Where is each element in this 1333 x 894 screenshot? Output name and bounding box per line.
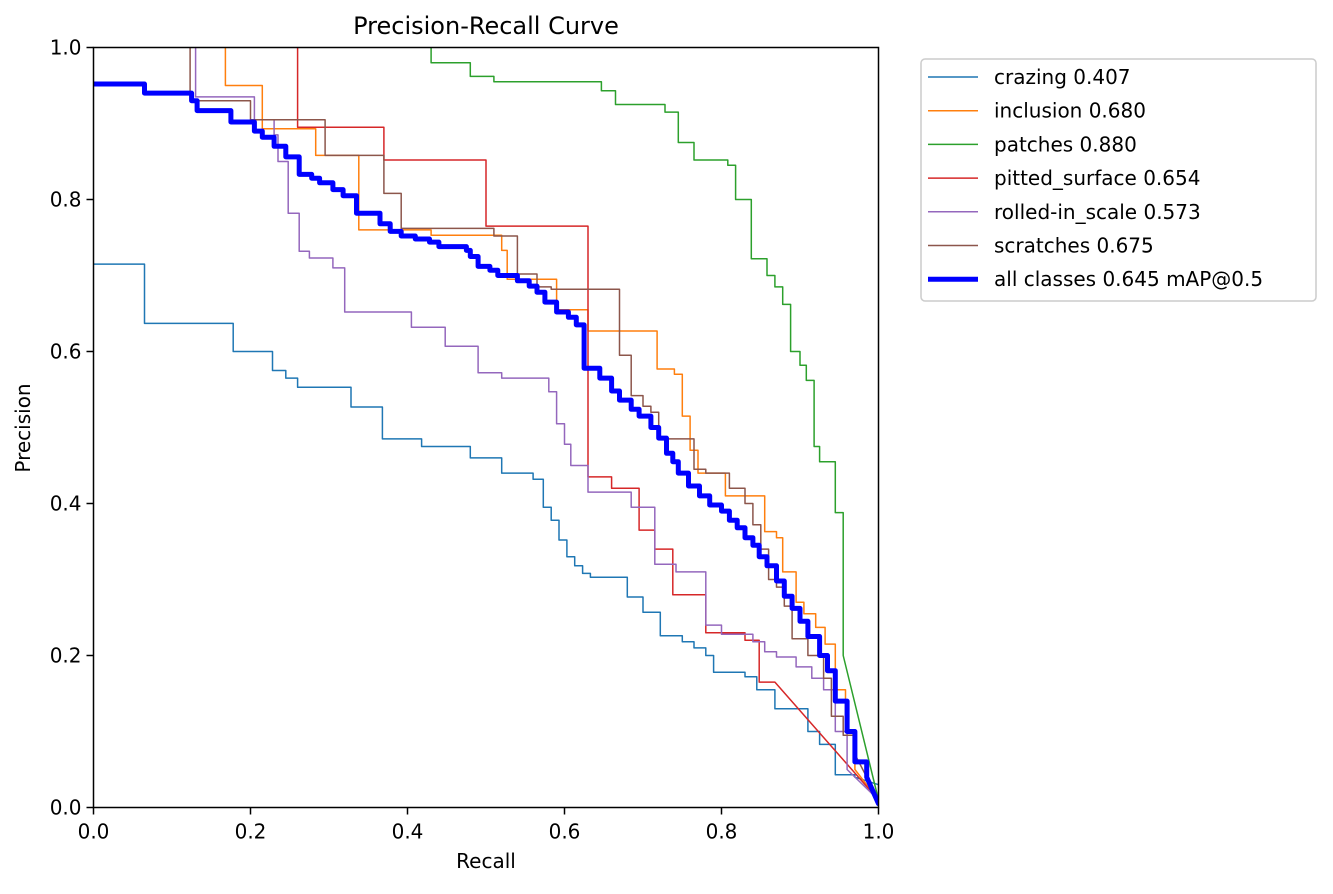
x-axis-ticks: 0.0 0.2 0.4 0.6 0.8 1.0 (78, 807, 895, 844)
x-tick-label: 0.8 (706, 820, 738, 844)
legend-frame (920, 58, 1317, 302)
y-tick-label: 0.6 (50, 340, 82, 364)
x-tick-label: 0.2 (235, 820, 267, 844)
legend-label-3: pitted_surface 0.654 (994, 166, 1200, 190)
y-tick-label: 0.8 (50, 188, 82, 212)
chart-title: Precision-Recall Curve (353, 12, 619, 40)
x-axis-label: Recall (456, 849, 516, 873)
series-line-0 (93, 263, 879, 786)
legend-label-2: patches 0.880 (994, 132, 1137, 156)
series-line-5 (189, 47, 879, 801)
legend-label-1: inclusion 0.680 (994, 99, 1146, 123)
y-tick-label: 1.0 (50, 36, 82, 60)
series-layer (93, 47, 879, 807)
series-line-3 (296, 47, 879, 801)
legend: crazing 0.407 inclusion 0.680 patches 0.88… (920, 58, 1317, 302)
y-tick-label: 0.4 (50, 492, 82, 516)
series-line-6 (93, 81, 879, 807)
x-tick-label: 0.6 (549, 820, 581, 844)
x-tick-label: 0.4 (392, 820, 424, 844)
series-line-2 (430, 47, 879, 801)
series-line-4 (194, 47, 879, 801)
x-tick-label: 0.0 (78, 820, 110, 844)
legend-label-5: scratches 0.675 (994, 234, 1154, 258)
y-axis-ticks: 0.0 0.2 0.4 0.6 0.8 1.0 (50, 36, 94, 820)
legend-label-0: crazing 0.407 (994, 65, 1131, 89)
legend-label-4: rolled-in_scale 0.573 (994, 200, 1201, 224)
y-axis-label: Precision (11, 383, 35, 472)
x-tick-label: 1.0 (863, 820, 895, 844)
y-tick-label: 0.2 (50, 644, 82, 668)
legend-label-6: all classes 0.645 mAP@0.5 (994, 267, 1263, 291)
y-tick-label: 0.0 (50, 796, 82, 820)
series-line-1 (224, 47, 879, 801)
plot-frame (92, 46, 880, 809)
